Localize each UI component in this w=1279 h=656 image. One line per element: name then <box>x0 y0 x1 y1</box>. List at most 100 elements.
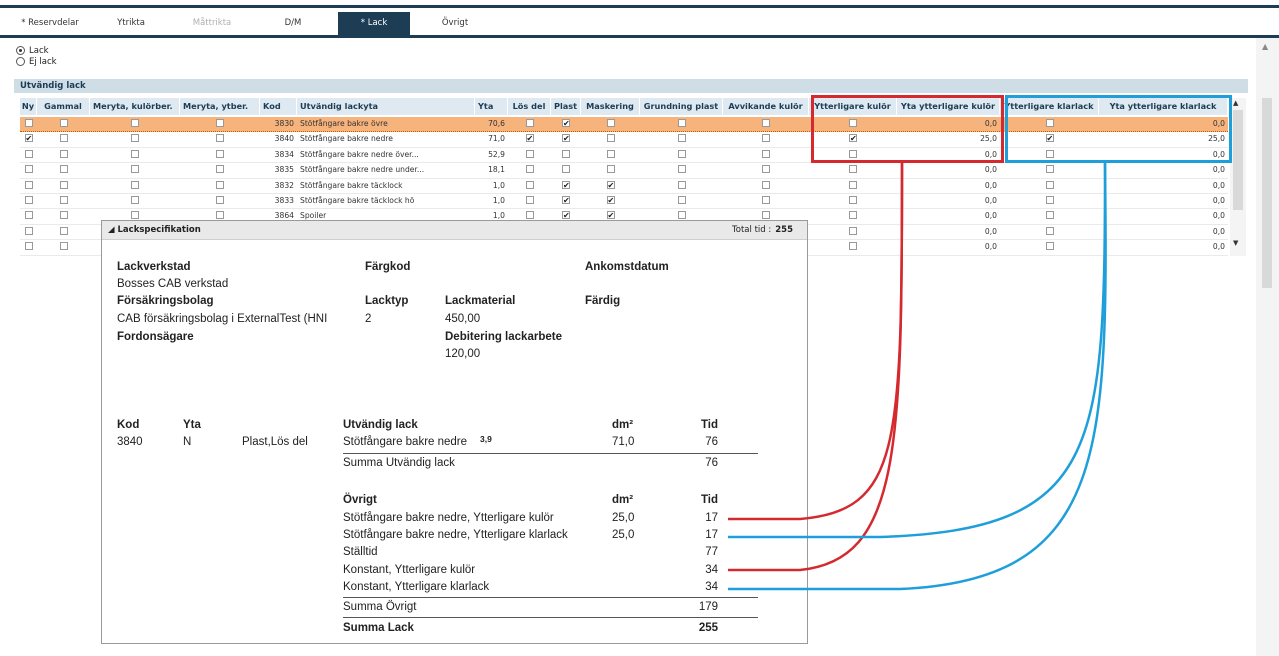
checkbox[interactable] <box>24 149 33 158</box>
checkbox[interactable] <box>677 119 686 127</box>
radio-ej-lack[interactable] <box>16 57 25 66</box>
tab-lack[interactable]: * Lack <box>338 12 410 36</box>
checkbox[interactable] <box>131 134 139 143</box>
checkbox[interactable] <box>849 226 857 235</box>
checkbox[interactable] <box>24 242 33 251</box>
checkbox[interactable] <box>24 165 33 174</box>
scroll-up-icon[interactable]: ▲ <box>1262 42 1269 51</box>
col-los-del[interactable]: Lös del <box>508 98 551 115</box>
grid-scroll-up-icon[interactable]: ▲ <box>1233 99 1239 107</box>
checkbox[interactable] <box>762 165 770 174</box>
checkbox[interactable] <box>677 165 686 174</box>
checkbox[interactable] <box>1045 211 1054 220</box>
col-avvikande[interactable]: Avvikande kulör <box>723 98 809 115</box>
checkbox[interactable] <box>849 165 857 174</box>
table-row[interactable]: 3833 Stötfångare bakre täcklock hö 1,0 0,0 0… <box>20 193 1228 210</box>
checkbox[interactable] <box>562 165 570 174</box>
col-maskering[interactable]: Maskering <box>581 98 640 115</box>
checkbox[interactable] <box>59 226 68 235</box>
col-ny[interactable]: Ny <box>20 98 37 115</box>
checkbox[interactable] <box>59 149 68 158</box>
checkbox[interactable] <box>677 180 686 189</box>
checkbox[interactable] <box>216 180 224 189</box>
checkbox[interactable] <box>849 119 857 127</box>
col-lackyta[interactable]: Utvändig lackyta <box>297 98 475 115</box>
checkbox[interactable] <box>59 134 68 143</box>
grid-scroll-down-icon[interactable]: ▼ <box>1233 239 1239 247</box>
col-gammal[interactable]: Gammal <box>37 98 90 115</box>
popup-title[interactable]: ◢ Lackspecifikation <box>108 221 201 240</box>
checkbox[interactable] <box>677 211 686 220</box>
checkbox[interactable] <box>525 180 534 189</box>
table-row[interactable]: 3835 Stötfångare bakre nedre under... 18,1… <box>20 163 1228 179</box>
checkbox[interactable] <box>24 180 33 189</box>
checkbox[interactable] <box>525 211 534 220</box>
checkbox[interactable] <box>762 134 770 143</box>
checkbox[interactable] <box>606 194 615 208</box>
checkbox[interactable] <box>606 134 615 143</box>
checkbox[interactable] <box>216 195 224 204</box>
checkbox[interactable] <box>1045 195 1054 204</box>
radio-lack-row[interactable]: Lack <box>16 45 57 56</box>
checkbox[interactable] <box>59 180 68 189</box>
checkbox[interactable] <box>216 119 224 127</box>
checkbox[interactable] <box>525 119 534 127</box>
col-yta-ytterligare-kulor[interactable]: Yta ytterligare kulör <box>897 98 1000 115</box>
collapse-triangle-icon[interactable]: ◢ <box>108 225 115 235</box>
col-yta[interactable]: Yta <box>475 98 508 115</box>
checkbox[interactable] <box>677 195 686 204</box>
radio-ej-lack-row[interactable]: Ej lack <box>16 56 57 67</box>
checkbox[interactable] <box>562 194 570 208</box>
checkbox[interactable] <box>216 165 224 174</box>
checkbox[interactable] <box>131 211 139 220</box>
table-row[interactable]: 3830 Stötfångare bakre övre 70,6 0,0 0,0 <box>20 117 1228 133</box>
checkbox[interactable] <box>762 195 770 204</box>
checkbox[interactable] <box>59 195 68 204</box>
checkbox[interactable] <box>525 132 534 146</box>
checkbox[interactable] <box>59 242 68 251</box>
checkbox[interactable] <box>762 149 770 158</box>
tab-dm[interactable]: D/M <box>284 18 302 28</box>
checkbox[interactable] <box>849 195 857 204</box>
checkbox[interactable] <box>606 149 615 158</box>
grid-scrollbar[interactable]: ▲ ▼ <box>1230 98 1246 256</box>
checkbox[interactable] <box>24 226 33 235</box>
checkbox[interactable] <box>216 211 224 220</box>
checkbox[interactable] <box>606 119 615 127</box>
checkbox[interactable] <box>59 119 68 127</box>
checkbox[interactable] <box>762 119 770 127</box>
checkbox[interactable] <box>849 149 857 158</box>
tab-ytrikta[interactable]: Ytrikta <box>117 18 145 28</box>
checkbox[interactable] <box>849 180 857 189</box>
checkbox[interactable] <box>24 119 33 127</box>
checkbox[interactable] <box>525 165 534 174</box>
checkbox[interactable] <box>606 209 615 223</box>
grid-scroll-thumb[interactable] <box>1233 110 1243 210</box>
checkbox[interactable] <box>1045 226 1054 235</box>
checkbox[interactable] <box>562 149 570 158</box>
checkbox[interactable] <box>525 195 534 204</box>
col-kod[interactable]: Kod <box>260 98 297 115</box>
checkbox[interactable] <box>216 134 224 143</box>
checkbox[interactable] <box>24 195 33 204</box>
table-row[interactable]: 3834 Stötfångare bakre nedre över... 52,9 0… <box>20 147 1228 164</box>
tab-reservdelar[interactable]: * Reservdelar <box>21 18 79 28</box>
col-grundning[interactable]: Grundning plast <box>640 98 723 115</box>
tab-ovrigt[interactable]: Övrigt <box>441 18 469 28</box>
checkbox[interactable] <box>562 209 570 223</box>
checkbox[interactable] <box>562 179 570 193</box>
checkbox[interactable] <box>606 179 615 193</box>
checkbox[interactable] <box>59 211 68 220</box>
checkbox[interactable] <box>131 149 139 158</box>
checkbox[interactable] <box>131 195 139 204</box>
checkbox[interactable] <box>24 211 33 220</box>
checkbox[interactable] <box>562 117 570 131</box>
col-yta-ytterligare-klarlack[interactable]: Yta ytterligare klarlack <box>1099 98 1228 115</box>
checkbox[interactable] <box>1045 180 1054 189</box>
checkbox[interactable] <box>59 165 68 174</box>
col-ytterligare-klarlack[interactable]: Ytterligare klarlack <box>1000 98 1099 115</box>
checkbox[interactable] <box>131 180 139 189</box>
page-scrollbar[interactable]: ▲ <box>1256 38 1279 656</box>
page-scroll-thumb[interactable] <box>1262 98 1272 288</box>
checkbox[interactable] <box>1045 242 1054 251</box>
